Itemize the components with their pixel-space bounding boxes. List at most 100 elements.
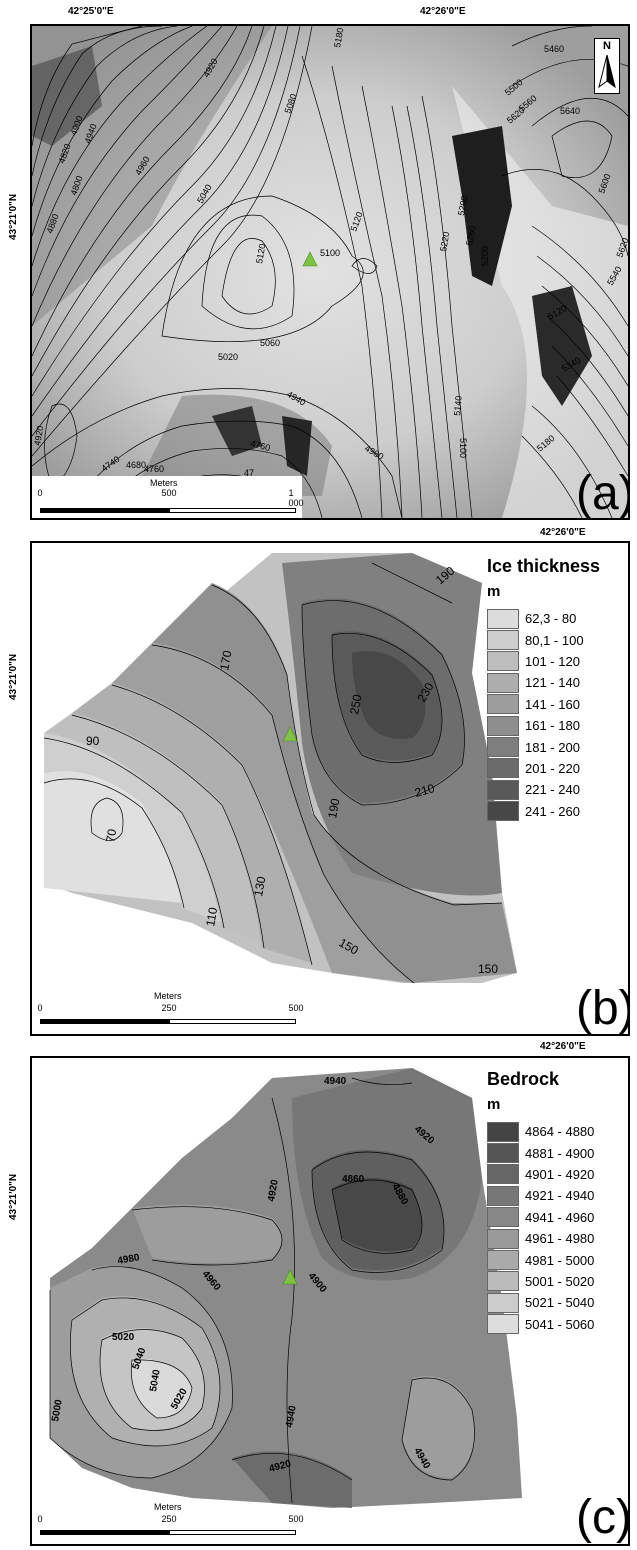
contour-label-b-5: 90: [86, 734, 100, 748]
contour-label-b-12: 150: [478, 962, 498, 976]
legend-c-swatch: [487, 1271, 519, 1292]
contour-label-a-19: 5200: [456, 195, 469, 216]
contour-label-a-16: 5100: [320, 248, 340, 258]
panel-c-map-svg: 4940 4920 4920 4860 4880 4980 4960 4900 …: [49, 1068, 522, 1508]
legend-b-swatch: [487, 608, 519, 629]
contour-label-a-26: 5020: [218, 352, 238, 362]
legend-b-label: 121 - 140: [525, 675, 580, 691]
legend-b-swatch: [487, 694, 519, 715]
latitude-label-a: 43°21'0"N: [8, 193, 19, 240]
scale-bar-b: Meters 0 250 500: [32, 991, 312, 1031]
contour-label-b-10: 110: [203, 906, 220, 928]
contour-label-b-8: 70: [103, 828, 119, 844]
zone-5041-5060: [131, 1358, 192, 1418]
legend-b-item: 101 - 120: [487, 651, 600, 672]
legend-b-unit: m: [487, 583, 501, 600]
panel-a-map-svg: 5180 5460 5500 5560 5620 5640 4920 4900 …: [32, 26, 628, 518]
rock-outcrop-4: [282, 416, 312, 476]
legend-b-item: 221 - 240: [487, 779, 600, 800]
legend-c-item: 4864 - 4880: [487, 1121, 594, 1142]
legend-b-label: 62,3 - 80: [525, 611, 577, 627]
zone-62-80: [44, 771, 182, 903]
zone-4961-4980-se: [402, 1376, 475, 1478]
legend-b-swatch: [487, 715, 519, 736]
panel-a-letter: (a): [576, 467, 630, 520]
legend-b-label: 161 - 180: [525, 718, 580, 734]
legend-b-item: 121 - 140: [487, 672, 600, 693]
contour-label-c-3: 4920: [266, 1178, 281, 1202]
rock-outcrop-3: [212, 406, 262, 456]
contour-label-a-1: 5180: [332, 27, 345, 48]
scale-bar-b-black: [40, 1019, 169, 1024]
scale-bar-a-white: [169, 508, 296, 513]
contour-label-b-2: 170: [217, 649, 234, 671]
rock-outcrop-1: [452, 126, 512, 286]
scale-bar-a-black: [40, 508, 169, 513]
contour-label-b-3: 250: [347, 693, 364, 715]
contour-label-a-34: 4760: [144, 464, 164, 474]
legend-b-item: 62,3 - 80: [487, 608, 600, 629]
longitude-label-2: 42°26'0"E: [420, 6, 466, 17]
legend-b-swatch: [487, 737, 519, 758]
scale-bar-b-tick-0: 0: [37, 1003, 43, 1013]
legend-c-swatch: [487, 1250, 519, 1271]
legend-c-item: 4961 - 4980: [487, 1228, 594, 1249]
legend-c-label: 5041 - 5060: [525, 1316, 595, 1332]
contour-label-a-6: 5640: [560, 106, 580, 116]
scale-bar-b-tick-2: 500: [288, 1003, 304, 1013]
legend-b-item: 80,1 - 100: [487, 629, 600, 651]
contour-label-c-1: 4940: [324, 1076, 347, 1087]
rock-outcrop-5: [32, 46, 102, 146]
panel-a-topographic-map: 5180 5460 5500 5560 5620 5640 4920 4900 …: [30, 24, 630, 520]
scale-bar-b-title: Meters: [154, 991, 182, 1001]
legend-c-item: 4921 - 4940: [487, 1185, 594, 1206]
legend-c-swatch: [487, 1164, 519, 1185]
scale-bar-a-tick-0: 0: [37, 488, 43, 498]
legend-b-label: 221 - 240: [525, 782, 580, 798]
legend-c-swatch: [487, 1292, 519, 1313]
legend-b-title: Ice thickness: [487, 556, 601, 576]
contour-label-b-7: 190: [325, 797, 342, 819]
panel-c-letter: (c): [576, 1491, 630, 1544]
scale-bar-a-tick-1: 500: [161, 488, 177, 498]
legend-c-item: 5041 - 5060: [487, 1314, 594, 1335]
contour-label-a-22: 5200: [480, 246, 490, 266]
legend-c: Bedrock m 4864 - 4880 4881 - 4900 4901 - 4…: [487, 1068, 594, 1335]
scale-bar-a-title: Meters: [150, 478, 178, 488]
legend-b-label: 141 - 160: [525, 696, 580, 712]
scale-bar-b-white: [169, 1019, 296, 1024]
legend-c-swatch: [487, 1314, 519, 1335]
legend-b-swatch: [487, 779, 519, 800]
scale-bar-c-title: Meters: [154, 1502, 182, 1512]
legend-b-swatch: [487, 651, 519, 672]
legend-c-swatch: [487, 1185, 519, 1206]
zone-241-260: [352, 651, 426, 739]
station-triangle-icon-c: [282, 1269, 298, 1285]
legend-b-item: 201 - 220: [487, 758, 600, 779]
contour-label-a-38: 5100: [458, 438, 468, 458]
zone-4901-4920-south: [232, 1451, 352, 1508]
zone-4961-4980-north: [132, 1204, 282, 1263]
latitude-label-c: 43°21'0"N: [8, 1173, 19, 1220]
legend-c-item: 4901 - 4920: [487, 1164, 594, 1185]
legend-b-swatch: [487, 801, 519, 822]
station-triangle-icon-b: [282, 726, 298, 742]
legend-c-label: 4901 - 4920: [525, 1166, 595, 1182]
scale-bar-b-tick-1: 250: [161, 1003, 177, 1013]
legend-b-label: 101 - 120: [525, 653, 580, 669]
contour-label-b-9: 130: [251, 875, 268, 897]
panel-b-map-svg: 190 170 250 230 90 210 190 70 130 110 15…: [43, 553, 517, 984]
legend-c-item: 5001 - 5020: [487, 1271, 594, 1292]
legend-c-label: 4864 - 4880: [525, 1124, 595, 1140]
zone-4864-4880-c: [332, 1178, 422, 1252]
contour-label-c-11: 5040: [148, 1368, 163, 1392]
legend-c-unit: m: [487, 1096, 501, 1113]
contour-label-b-6: 210: [413, 781, 436, 800]
legend-c-item: 4981 - 5000: [487, 1249, 594, 1271]
legend-b-item: 141 - 160: [487, 694, 600, 715]
legend-b: Ice thickness m 62,3 - 80 80,1 - 100 101 -…: [487, 555, 600, 822]
scale-bar-c-tick-0: 0: [37, 1514, 43, 1524]
legend-b-item: 161 - 180: [487, 715, 600, 736]
legend-b-label: 80,1 - 100: [525, 632, 584, 648]
contour-label-a-35: 4680: [126, 460, 146, 470]
